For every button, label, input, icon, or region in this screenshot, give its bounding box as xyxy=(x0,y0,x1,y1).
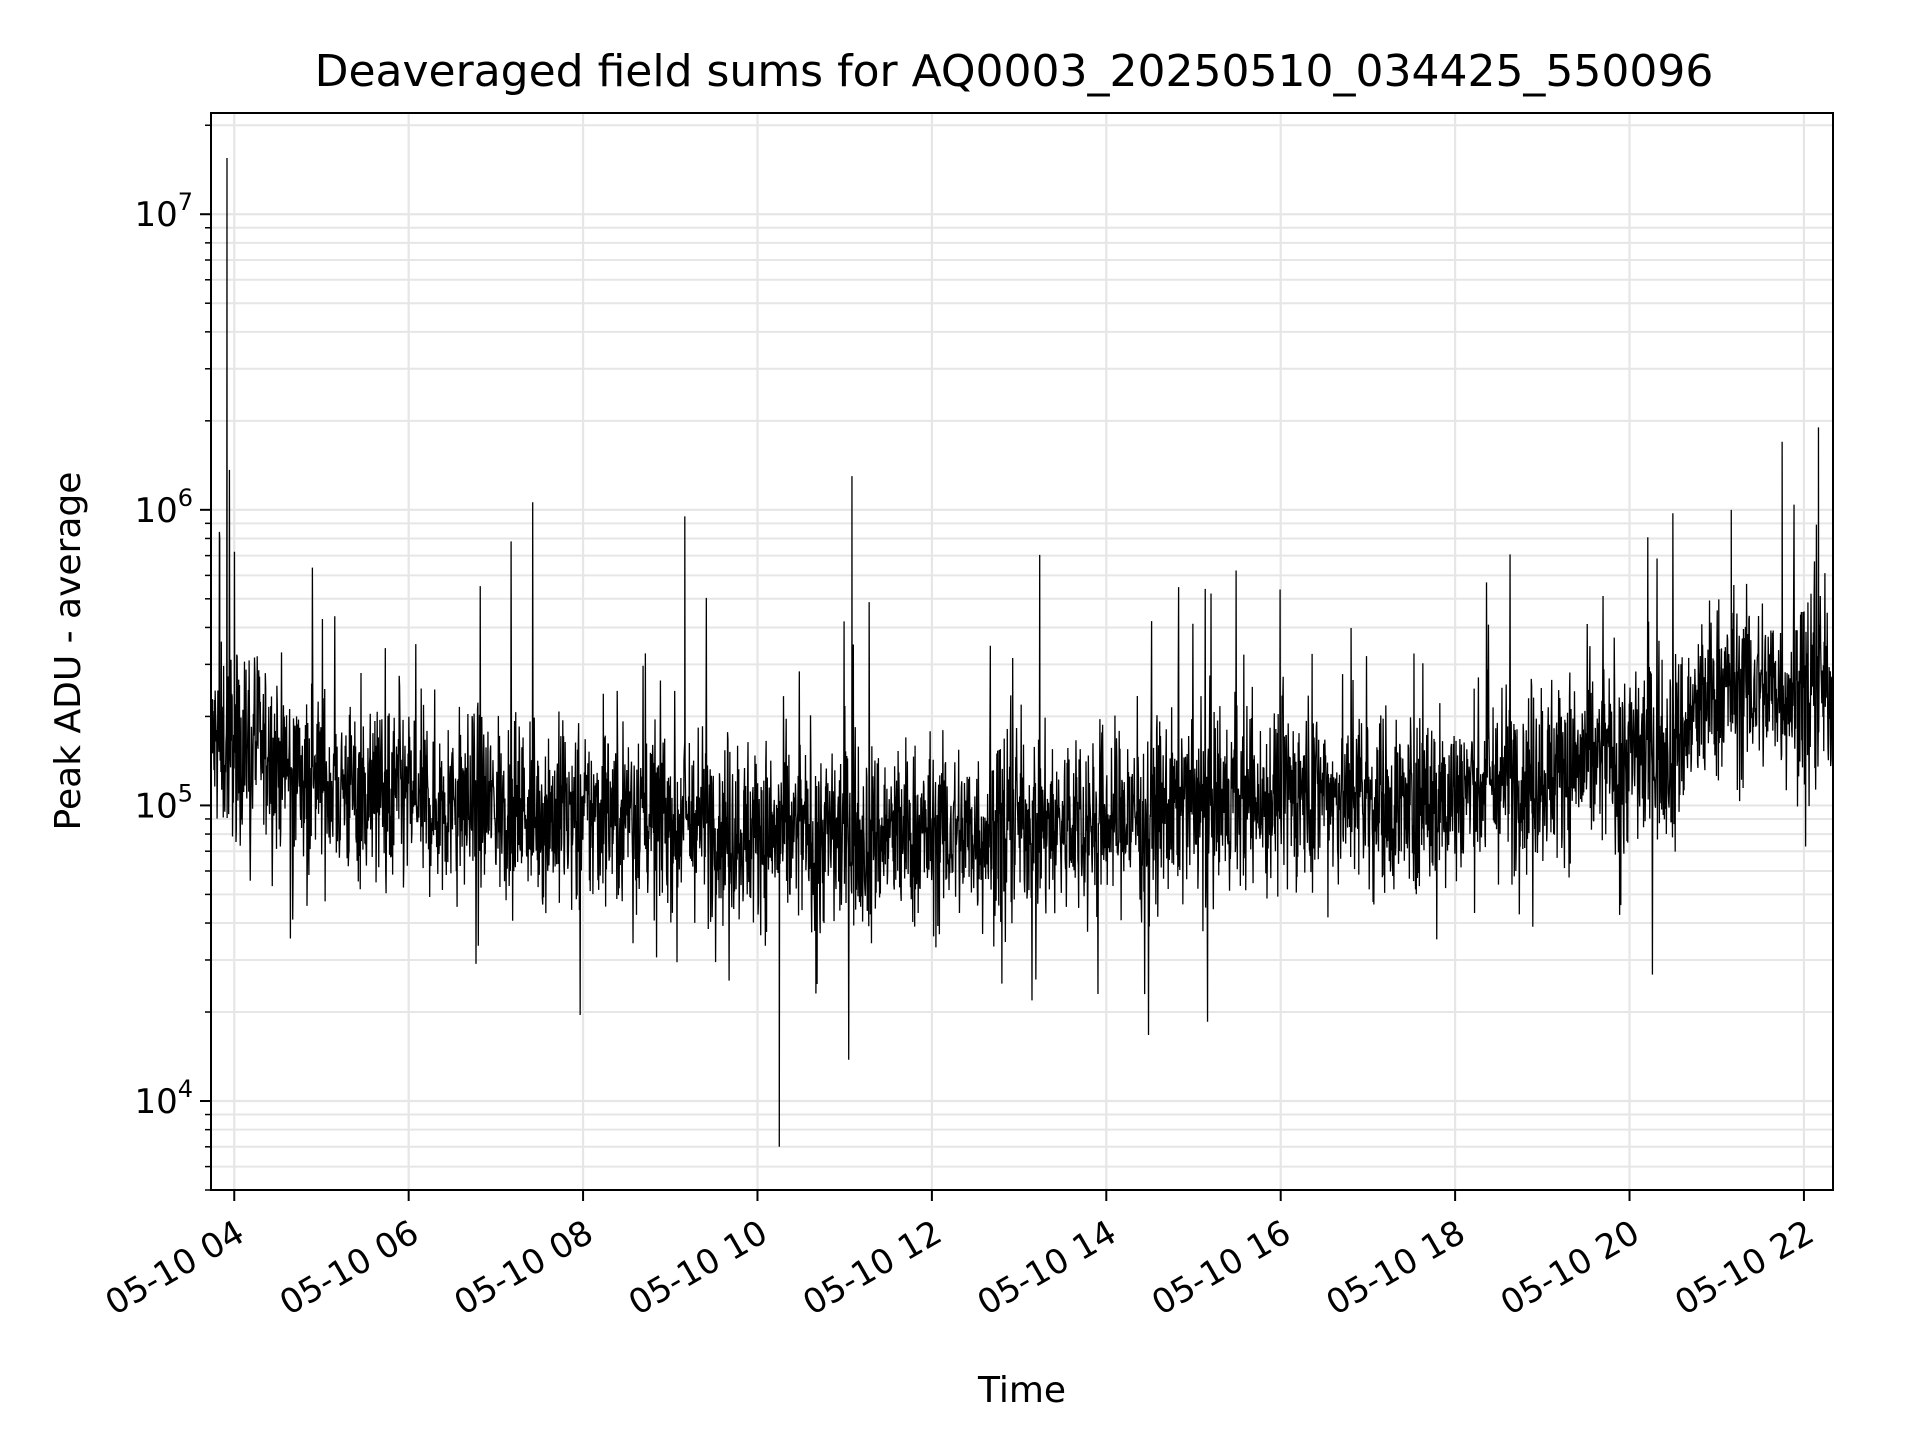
x-axis-ticks: 05-10 04 05-10 06 05-10 08 05-10 10 05-10 12… xyxy=(99,1190,1821,1324)
plot-frame xyxy=(210,112,1834,1191)
x-tick-label: 05-10 04 xyxy=(99,1213,251,1324)
chart-title: Deaveraged field sums for AQ0003_2025051… xyxy=(315,46,1714,97)
y-tick-label: 107 xyxy=(134,188,193,235)
y-tick-label: 106 xyxy=(134,484,193,531)
x-tick-label: 05-10 06 xyxy=(273,1213,425,1324)
x-tick-label: 05-10 22 xyxy=(1668,1213,1820,1324)
x-tick-label: 05-10 10 xyxy=(622,1213,774,1324)
y-axis-ticks: 104 105 106 107 xyxy=(134,124,211,1191)
series-line xyxy=(211,157,1834,1147)
x-axis-label: Time xyxy=(977,1370,1066,1411)
x-tick-label: 05-10 08 xyxy=(448,1213,600,1324)
y-tick-label: 104 xyxy=(134,1075,193,1122)
x-tick-label: 05-10 20 xyxy=(1494,1213,1646,1324)
y-axis-label: Peak ADU - average xyxy=(48,472,89,831)
y-tick-label: 105 xyxy=(134,779,193,826)
x-tick-label: 05-10 14 xyxy=(971,1213,1123,1324)
series-layer xyxy=(211,157,1834,1147)
x-tick-label: 05-10 18 xyxy=(1320,1213,1472,1324)
x-tick-label: 05-10 12 xyxy=(796,1213,948,1324)
x-tick-label: 05-10 16 xyxy=(1145,1213,1297,1324)
